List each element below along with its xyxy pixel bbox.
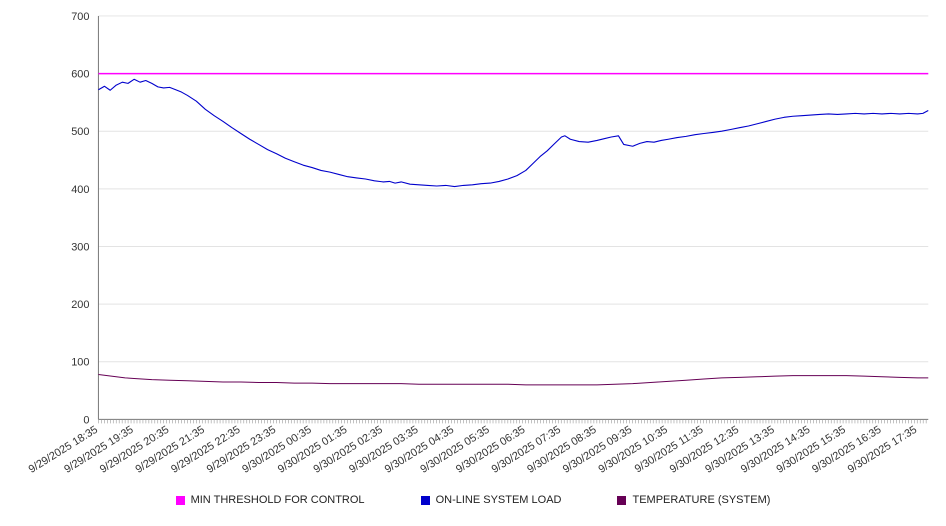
svg-text:500: 500 [71,126,89,138]
legend-swatch-online-system-load-icon [420,495,430,505]
svg-text:600: 600 [71,69,89,81]
svg-text:700: 700 [71,11,89,23]
svg-text:200: 200 [71,299,89,311]
legend-item-temperature-system: TEMPERATURE (SYSTEM) [617,494,770,506]
legend-swatch-min-threshold-icon [175,495,185,505]
legend-item-online-system-load: ON-LINE SYSTEM LOAD [420,494,562,507]
legend-swatch-temperature-system-icon [617,495,627,505]
svg-text:0: 0 [83,414,89,426]
svg-text:100: 100 [71,357,89,369]
legend-label-temperature-system: TEMPERATURE (SYSTEM) [632,494,771,507]
chart-legend: MIN THRESHOLD FOR CONTROL ON-LINE SYSTEM… [0,492,946,526]
legend-label-online-system-load: ON-LINE SYSTEM LOAD [435,494,562,507]
svg-text:300: 300 [71,241,89,253]
legend-label-min-threshold: MIN THRESHOLD FOR CONTROL [190,494,365,507]
legend-item-min-threshold: MIN THRESHOLD FOR CONTROL [175,494,365,507]
svg-text:400: 400 [71,184,89,196]
